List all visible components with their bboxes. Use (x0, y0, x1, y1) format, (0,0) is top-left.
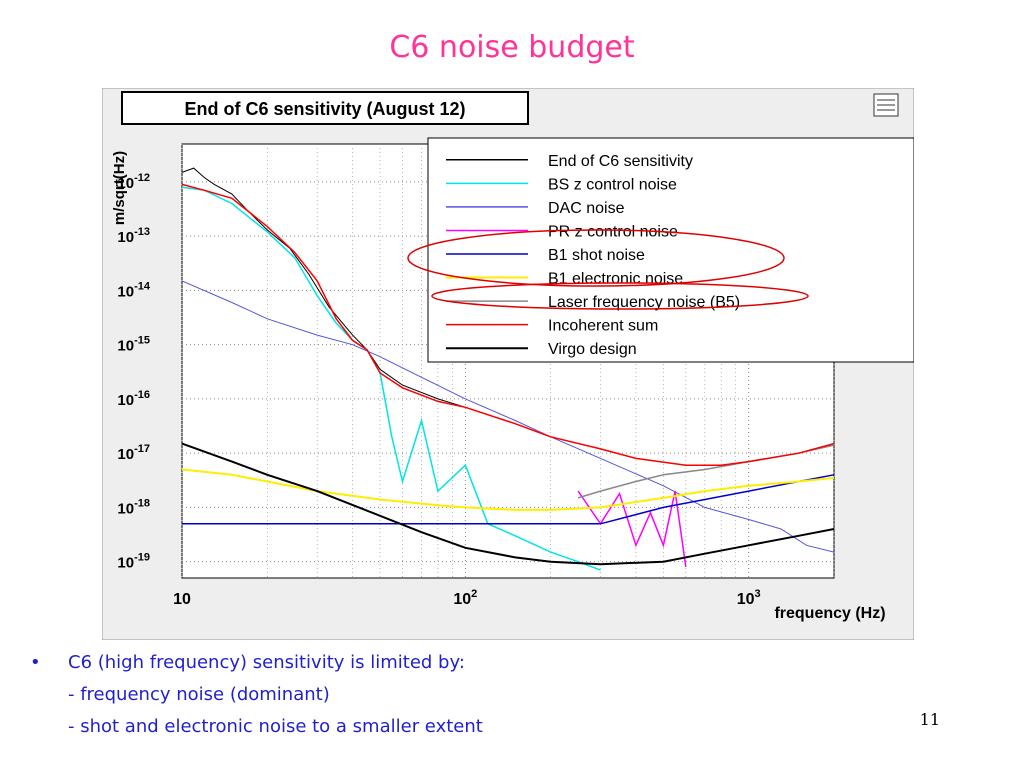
highlight-ellipses (407, 229, 809, 310)
page-number: 11 (919, 710, 940, 729)
bullet-list: • C6 (high frequency) sensitivity is lim… (30, 650, 930, 746)
series-line-virgo-design (181, 442, 835, 566)
bullet-text-sub-1: - frequency noise (dominant) (68, 684, 330, 705)
series-line-b1-electronic-noise (181, 468, 835, 511)
legend-label: B1 shot noise (548, 247, 645, 264)
series-line-dac-noise (181, 280, 835, 553)
y-tick-label: 10-13 (117, 226, 150, 246)
slide-title: C6 noise budget (389, 30, 635, 65)
legend-label: Incoherent sum (548, 318, 658, 335)
chart-title-box (121, 91, 529, 125)
bullet-item: • C6 (high frequency) sensitivity is lim… (30, 650, 930, 682)
series-line-bs-z-control-noise (181, 186, 601, 571)
legend-label: End of C6 sensitivity (548, 153, 693, 170)
legend-label: DAC noise (548, 200, 625, 217)
series-line-pr-z-control-noise (577, 490, 687, 568)
legend-label: Virgo design (548, 341, 637, 358)
legend-box (427, 137, 915, 363)
bullet-subitem: - frequency noise (dominant) (30, 682, 930, 714)
legend: End of C6 sensitivity BS z control noise D… (427, 137, 915, 363)
canvas-menu-icon[interactable] (873, 93, 899, 117)
bullet-subitem: - shot and electronic noise to a smaller… (30, 714, 930, 746)
chart-title: End of C6 sensitivity (August 12) (184, 99, 465, 119)
bullet-text-sub-2: - shot and electronic noise to a smaller… (68, 716, 483, 737)
chart-figure: 10 102 103 10-12 10-13 10-14 10-15 10-16 10-17 10… (101, 87, 915, 641)
x-axis-label: frequency (Hz) (774, 605, 885, 622)
y-axis-label: m/sqrt(Hz) (111, 151, 128, 225)
x-tick-label: 10 (173, 591, 191, 608)
noise-budget-chart: 10 102 10310-1210-1310-1410-1510-1610-1710… (101, 87, 915, 641)
series-lines (181, 167, 835, 571)
legend-label: Laser frequency noise (B5) (548, 294, 740, 311)
bullet-marker: • (30, 652, 41, 673)
legend-label: BS z control noise (548, 176, 677, 193)
bullet-text-main: C6 (high frequency) sensitivity is limit… (68, 652, 465, 673)
highlight-ellipse-frequency (431, 282, 809, 310)
series-line-incoherent-sum (181, 183, 835, 466)
highlight-ellipse-shot-electronic (407, 229, 785, 287)
legend-label: PR z control noise (548, 223, 678, 240)
